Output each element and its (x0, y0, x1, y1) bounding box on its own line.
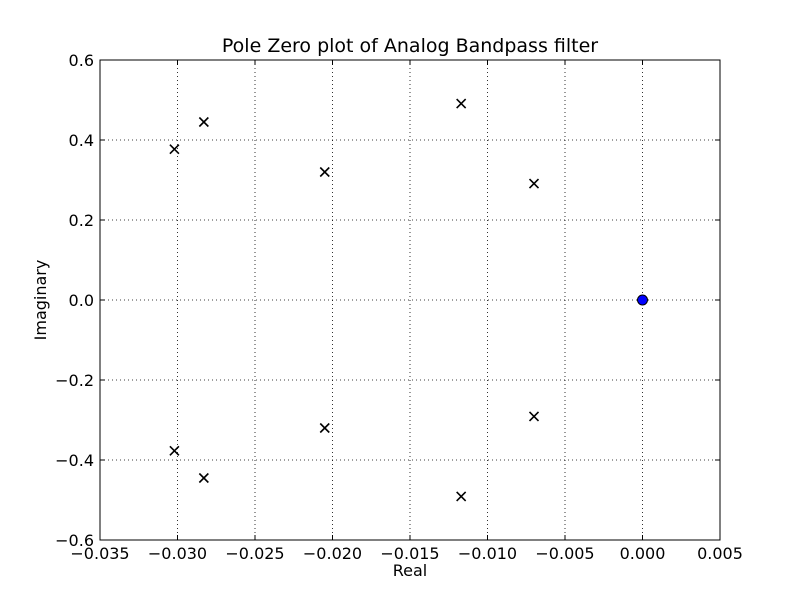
y-axis-label: Imaginary (31, 260, 50, 341)
x-tick-label: −0.030 (148, 544, 207, 563)
y-tick-label: −0.6 (55, 531, 94, 550)
x-tick-label: −0.005 (535, 544, 594, 563)
x-tick-label: 0.005 (697, 544, 743, 563)
pole-marker (169, 144, 180, 155)
y-tick-label: 0.2 (69, 211, 94, 230)
x-tick-label: −0.010 (458, 544, 517, 563)
pole-marker (528, 178, 540, 189)
x-tick-label: −0.025 (225, 544, 284, 563)
data-markers (169, 98, 648, 502)
y-tick-label: −0.4 (55, 451, 94, 470)
pole-marker (169, 445, 180, 456)
x-tick-label: −0.035 (70, 544, 129, 563)
plot-frame (99, 59, 721, 541)
x-axis-label: Real (393, 561, 428, 580)
zero-marker (637, 294, 648, 306)
y-tick-label: −0.2 (55, 371, 94, 390)
chart-title: Pole Zero plot of Analog Bandpass filter (222, 35, 598, 57)
pole-marker (198, 116, 209, 128)
tick-labels: −0.035 −0.030 −0.025 −0.020 −0.015 −0.010 −0.0… (55, 51, 743, 563)
pole-marker (456, 491, 467, 502)
x-tick-label: −0.020 (303, 544, 362, 563)
pole-marker (456, 98, 467, 109)
pole-marker (198, 472, 209, 484)
x-tick-label: 0.000 (620, 544, 666, 563)
grid-lines (100, 60, 720, 540)
pole-marker (528, 411, 540, 422)
y-tick-label: 0.0 (69, 291, 94, 310)
x-tick-label: −0.015 (380, 544, 439, 563)
y-tick-label: 0.6 (69, 51, 94, 70)
pole-marker (319, 166, 330, 178)
y-tick-label: 0.4 (69, 131, 94, 150)
pole-marker (319, 422, 330, 434)
